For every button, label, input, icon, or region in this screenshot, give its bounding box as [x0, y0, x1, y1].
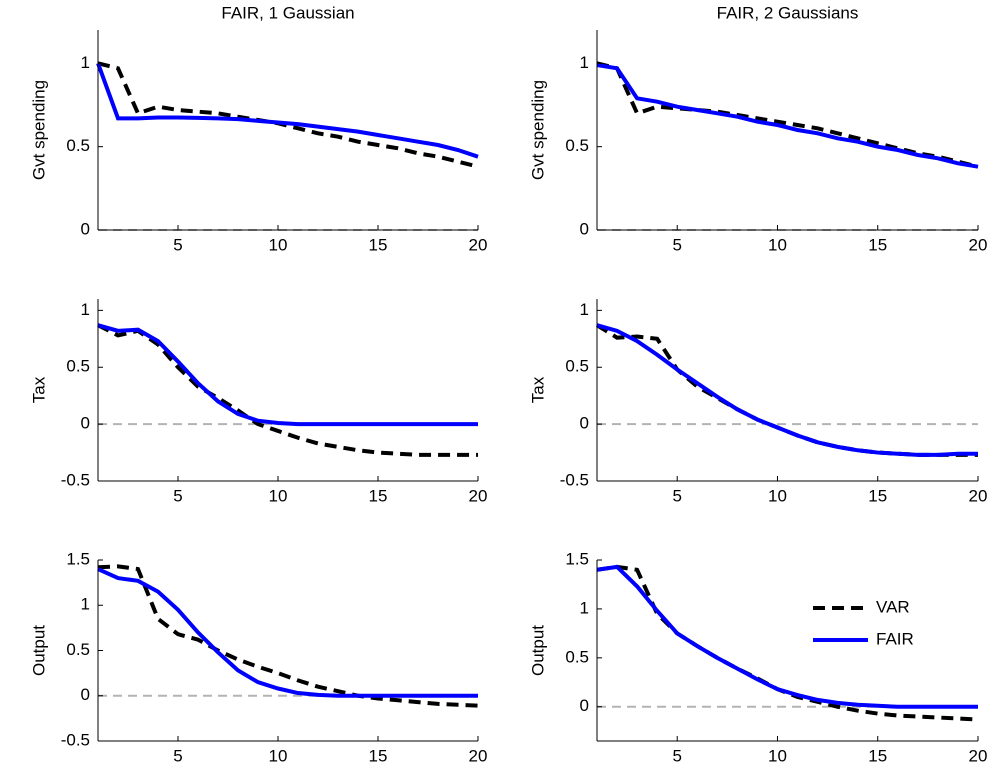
series-line: [97, 564, 479, 708]
x-tick-label: 20: [969, 486, 988, 505]
x-tick-label: 15: [369, 486, 388, 505]
y-tick-label: 1.5: [565, 549, 589, 568]
x-tick-label: 10: [269, 746, 288, 765]
x-tick-label: 5: [173, 235, 182, 254]
y-tick-label: 1: [580, 53, 589, 72]
y-axis-label: Gvt spending: [29, 80, 48, 180]
panel: -0.5 0 0.5 1 1.5 5 10 15 20 Output: [29, 549, 487, 765]
series-line: [596, 63, 979, 169]
legend-label: VAR: [876, 597, 910, 616]
x-tick-label: 5: [672, 235, 681, 254]
x-tick-label: 10: [768, 235, 787, 254]
x-tick-label: 20: [469, 486, 488, 505]
y-tick-label: -0.5: [560, 470, 589, 489]
y-tick-label: 0: [580, 696, 589, 715]
x-tick-label: 5: [672, 486, 681, 505]
x-tick-label: 10: [269, 235, 288, 254]
x-tick-label: 15: [868, 235, 887, 254]
y-tick-label: 0.5: [565, 136, 589, 155]
series-line: [595, 323, 978, 457]
series-line: [97, 61, 479, 169]
y-tick-label: 0.5: [66, 357, 90, 376]
x-tick-label: 20: [469, 235, 488, 254]
x-tick-label: 5: [173, 486, 182, 505]
x-tick-label: 15: [369, 746, 388, 765]
y-axis-label: Tax: [528, 376, 547, 403]
x-tick-label: 15: [868, 746, 887, 765]
y-axis-label: Output: [29, 625, 48, 676]
x-tick-label: 20: [469, 746, 488, 765]
y-tick-label: 0: [81, 414, 90, 433]
y-tick-label: 0.5: [565, 647, 589, 666]
y-tick-label: 0.5: [66, 136, 90, 155]
series-line: [596, 564, 979, 722]
y-tick-label: 0.5: [66, 640, 90, 659]
x-tick-label: 10: [768, 746, 787, 765]
y-tick-label: -0.5: [61, 730, 90, 749]
y-tick-label: 1: [580, 300, 589, 319]
series-line: [596, 61, 979, 169]
y-tick-label: 1: [81, 300, 90, 319]
legend-label: FAIR: [876, 629, 914, 648]
x-tick-label: 10: [269, 486, 288, 505]
y-axis-label: Tax: [29, 376, 48, 403]
series-line: [97, 323, 478, 427]
y-tick-label: 1: [580, 598, 589, 617]
x-tick-label: 5: [173, 746, 182, 765]
x-tick-label: 20: [969, 746, 988, 765]
y-tick-label: 0.5: [565, 357, 589, 376]
series-line: [97, 323, 478, 457]
y-tick-label: 1.5: [66, 549, 90, 568]
y-tick-label: 1: [81, 595, 90, 614]
x-tick-label: 15: [868, 486, 887, 505]
panel: 0 0.5 1 1.5 5 10 15 20 Output VAR FAIR: [528, 549, 987, 765]
y-tick-label: 1: [81, 53, 90, 72]
y-axis-label: Output: [528, 625, 547, 676]
panel-title: FAIR, 1 Gaussian: [221, 3, 354, 22]
series-line: [596, 323, 978, 457]
y-tick-label: 0: [580, 414, 589, 433]
x-tick-label: 5: [672, 746, 681, 765]
series-line: [596, 564, 978, 709]
y-tick-label: 0: [81, 219, 90, 238]
y-tick-label: 0: [580, 219, 589, 238]
y-axis-label: Gvt spending: [528, 80, 547, 180]
x-tick-label: 10: [768, 486, 787, 505]
x-tick-label: 20: [969, 235, 988, 254]
y-tick-label: 0: [81, 685, 90, 704]
y-tick-label: -0.5: [61, 470, 90, 489]
series-line: [96, 62, 479, 159]
series-line: [97, 567, 478, 698]
x-tick-label: 15: [369, 235, 388, 254]
panel-title: FAIR, 2 Gaussians: [717, 3, 859, 22]
